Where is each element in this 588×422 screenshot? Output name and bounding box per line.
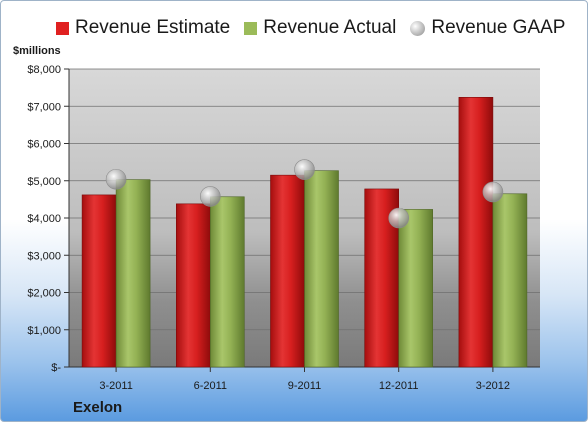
legend-item-actual: Revenue Actual	[244, 17, 396, 39]
x-tick-label: 3-2011	[99, 380, 132, 392]
bar-revenue-estimate	[81, 194, 117, 368]
y-tick-label: $3,000	[27, 250, 61, 262]
marker-revenue-gaap	[105, 168, 127, 190]
legend-item-estimate: Revenue Estimate	[56, 17, 230, 39]
bar-revenue-estimate	[270, 174, 305, 368]
legend-swatch-actual	[244, 21, 258, 35]
marker-revenue-gaap	[482, 181, 504, 203]
y-tick-label: $5,000	[27, 176, 61, 188]
x-tick-label: 12-2011	[379, 380, 419, 392]
y-tick-label: $2,000	[27, 288, 61, 300]
legend-label-actual: Revenue Actual	[263, 17, 397, 38]
legend-swatch-gaap	[410, 20, 426, 36]
y-tick-label: $4,000	[27, 213, 61, 225]
legend-label-estimate: Revenue Estimate	[75, 17, 231, 38]
bar-revenue-estimate	[176, 203, 211, 368]
y-unit-label: $millions	[13, 45, 61, 57]
marker-revenue-gaap	[200, 186, 221, 207]
bar-revenue-estimate	[458, 97, 494, 368]
bar-revenue-actual	[210, 196, 245, 368]
legend-swatch-estimate	[56, 21, 69, 35]
bar-revenue-actual	[304, 170, 339, 368]
y-tick-label: $1,000	[27, 325, 61, 337]
bar-revenue-actual	[492, 193, 528, 368]
x-tick-label: 6-2011	[194, 380, 227, 392]
bar-revenue-actual	[398, 209, 434, 368]
y-tick-label: $-	[51, 362, 61, 374]
bar-revenue-actual	[115, 179, 151, 368]
marker-revenue-gaap	[388, 207, 410, 229]
marker-revenue-gaap	[294, 159, 315, 180]
y-tick-label: $7,000	[27, 101, 61, 113]
company-name: Exelon	[73, 399, 123, 416]
x-tick-label: 3-2012	[476, 380, 510, 392]
y-tick-label: $8,000	[27, 64, 61, 76]
legend-item-gaap: Revenue GAAP	[410, 17, 565, 39]
x-tick-label: 9-2011	[288, 380, 321, 392]
y-tick-label: $6,000	[27, 139, 61, 151]
legend-label-gaap: Revenue GAAP	[431, 17, 566, 38]
legend: Revenue Estimate Revenue Actual Revenue …	[56, 17, 565, 39]
